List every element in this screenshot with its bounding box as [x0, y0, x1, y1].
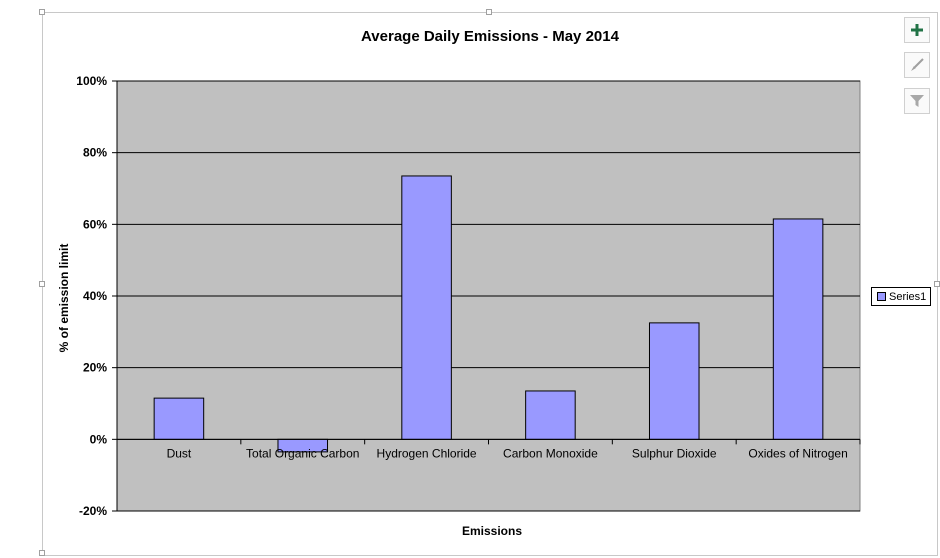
bar[interactable] — [648, 322, 700, 440]
x-tick-label: Sulphur Dioxide — [632, 446, 717, 460]
legend-label: Series1 — [889, 290, 927, 303]
chart-title: Average Daily Emissions - May 2014 — [361, 28, 620, 45]
chart-filters-button[interactable] — [904, 88, 930, 114]
x-tick-label: Dust — [167, 446, 192, 460]
chart-legend[interactable]: Series1 — [871, 287, 931, 306]
bar[interactable] — [401, 175, 452, 440]
bar[interactable] — [772, 218, 824, 440]
plus-icon — [911, 24, 923, 36]
bar[interactable] — [153, 397, 205, 440]
brush-icon — [911, 58, 924, 71]
x-tick-label: Hydrogen Chloride — [377, 446, 477, 460]
legend-swatch — [877, 292, 886, 301]
resize-handle-left[interactable] — [39, 281, 45, 287]
x-tick-label: Total Organic Carbon — [246, 446, 359, 460]
y-tick-label: 100% — [76, 74, 107, 88]
y-tick-label: 0% — [90, 432, 108, 446]
y-tick-label: 40% — [83, 289, 107, 303]
x-tick-labels: Dust Total Organic Carbon Hydrogen Chlorid… — [167, 446, 848, 460]
resize-handle-bottom-left[interactable] — [39, 550, 45, 556]
resize-handle-top[interactable] — [486, 9, 492, 15]
y-tick-label: 80% — [83, 146, 107, 160]
y-axis-label: % of emission limit — [57, 244, 71, 353]
y-tick-label: 60% — [83, 217, 107, 231]
x-tick-label: Oxides of Nitrogen — [748, 446, 847, 460]
resize-handle-top-left[interactable] — [39, 9, 45, 15]
chart-elements-button[interactable] — [904, 17, 930, 43]
x-axis-label: Emissions — [462, 524, 522, 538]
y-tick-label: -20% — [79, 504, 107, 518]
x-tick-label: Carbon Monoxide — [503, 446, 598, 460]
bar[interactable] — [525, 390, 576, 440]
y-tick-labels: -20% 0% 20% 40% 60% 80% 100% — [76, 74, 107, 518]
y-tick-label: 20% — [83, 361, 107, 375]
filter-icon — [910, 95, 924, 107]
bars — [117, 175, 860, 453]
gridlines — [112, 80, 861, 512]
chart-styles-button[interactable] — [904, 52, 930, 78]
